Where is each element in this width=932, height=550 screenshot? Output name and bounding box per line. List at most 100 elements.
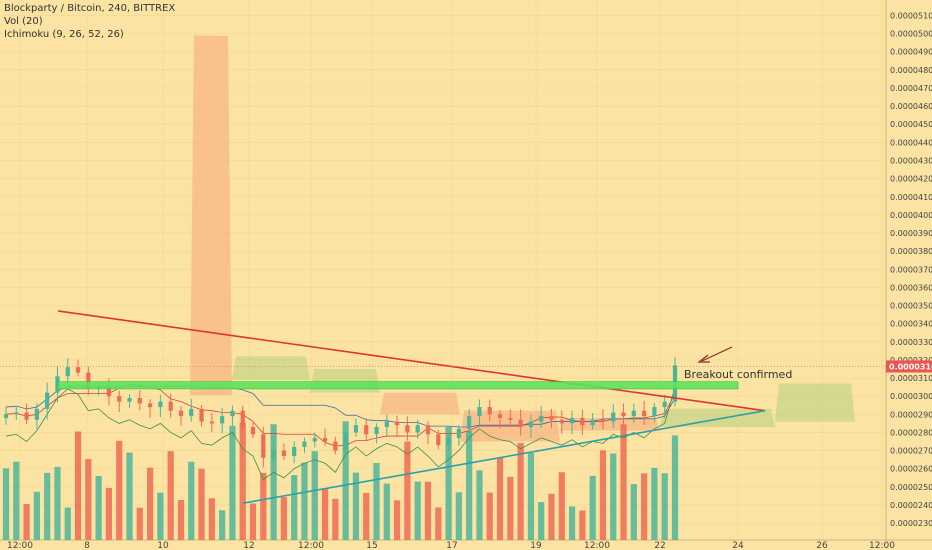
volume-bar (496, 457, 504, 540)
volume-bar (599, 450, 607, 540)
volume-bar (445, 427, 452, 540)
candle-body (281, 450, 286, 457)
volume-indicator-label[interactable]: Vol (20) (4, 16, 43, 27)
volume-bar (95, 475, 102, 540)
candle-body (425, 425, 431, 435)
volume-bar (146, 467, 154, 540)
volume-bar (136, 507, 143, 540)
candle-body (45, 392, 50, 409)
annotation-arrowhead (697, 354, 710, 363)
volume-bar (64, 507, 71, 540)
volume-bar (610, 453, 617, 540)
candle-body (436, 434, 441, 446)
volume-bar (651, 467, 658, 540)
chart-legend: Blockparty / Bitcoin, 240, BITTREX Vol (… (4, 2, 175, 41)
volume-bar (558, 472, 565, 540)
resistance-trendline (57, 310, 766, 412)
volume-bar (54, 466, 61, 540)
candle-body (343, 432, 348, 451)
volume-bar (270, 424, 277, 540)
candle-body (240, 410, 245, 428)
candle-body (261, 434, 266, 458)
candle-body (611, 412, 616, 422)
cloud-segment (190, 35, 232, 396)
volume-bar (321, 488, 329, 540)
candle-body (580, 417, 585, 426)
candle-body (34, 408, 39, 420)
volume-bar (383, 483, 390, 540)
candle-body (528, 421, 534, 428)
volume-bar (579, 510, 586, 540)
volume-bar (23, 504, 30, 540)
volume-bar (74, 431, 82, 540)
candle-body (364, 425, 369, 435)
volume-bar (661, 473, 668, 540)
candle-body (662, 401, 667, 408)
volume-bar (517, 442, 524, 540)
candle-body (539, 416, 544, 422)
candle-body (322, 437, 328, 442)
volume-bar (13, 461, 20, 540)
candle-body (106, 387, 112, 397)
volume-bar (126, 452, 133, 540)
x-tick-label: 12:00 (7, 541, 33, 550)
candle-body (631, 410, 636, 417)
volume-bar (589, 475, 596, 540)
volume-bar (2, 468, 10, 540)
volume-bar (260, 472, 267, 540)
chikou-line (5, 387, 676, 481)
candle-body (65, 367, 70, 377)
candle-body (621, 412, 626, 417)
volume-bar (157, 492, 164, 540)
ichimoku-cloud (190, 35, 855, 442)
candle-body (508, 417, 513, 420)
volume-bar (311, 451, 318, 540)
candle-body (642, 410, 647, 417)
candle-body (456, 428, 461, 438)
candle-body (137, 398, 142, 404)
candle-body (250, 427, 256, 435)
volume-bar (188, 461, 195, 540)
volume-bar (44, 472, 51, 540)
volume-bar (249, 503, 257, 540)
volume-bar (394, 500, 401, 540)
volume-bar (342, 421, 349, 540)
candle-body (487, 407, 492, 415)
candle-body (302, 441, 307, 447)
candle-body (86, 372, 91, 389)
candle-body (271, 450, 276, 458)
volume-bar (538, 502, 545, 540)
time-axis: 12:00 8 10 12 12:00 15 17 19 12:00 22 24 26 12:00 (7, 541, 895, 550)
volume-bar (105, 487, 113, 540)
ichimoku-lines (5, 384, 676, 481)
candle-body (415, 425, 420, 433)
volume-bar (568, 506, 576, 540)
candle-body (168, 401, 173, 411)
volume-bar (373, 463, 380, 540)
volume-bar (486, 492, 493, 540)
chart-title[interactable]: Blockparty / Bitcoin, 240, BITTREX (4, 3, 176, 14)
candle-body (569, 417, 575, 424)
ichimoku-indicator-label[interactable]: Ichimoku (9, 26, 52, 26) (4, 29, 124, 40)
volume-bar (435, 507, 442, 540)
volume-bar (363, 492, 370, 540)
breakout-zone (57, 381, 739, 390)
candle-body (158, 401, 163, 408)
volume-bar (167, 451, 174, 540)
candle-body (405, 425, 410, 433)
